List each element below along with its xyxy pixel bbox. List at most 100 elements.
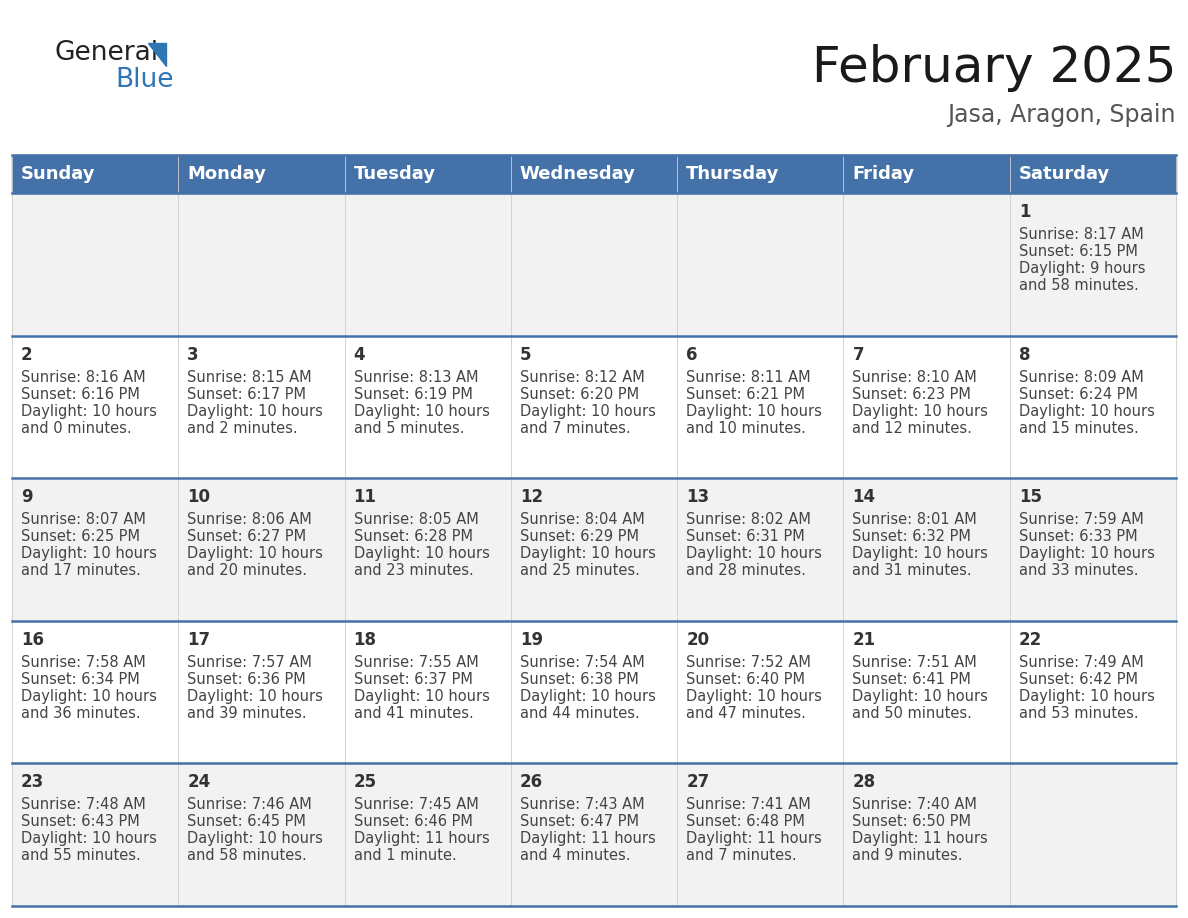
Text: Sunset: 6:29 PM: Sunset: 6:29 PM <box>520 529 639 544</box>
Text: Daylight: 10 hours: Daylight: 10 hours <box>1019 546 1155 561</box>
Text: Sunset: 6:40 PM: Sunset: 6:40 PM <box>687 672 805 687</box>
Text: Sunset: 6:32 PM: Sunset: 6:32 PM <box>853 529 972 544</box>
Text: and 39 minutes.: and 39 minutes. <box>188 706 307 721</box>
Text: Daylight: 11 hours: Daylight: 11 hours <box>354 832 489 846</box>
Bar <box>178 764 345 906</box>
Text: and 9 minutes.: and 9 minutes. <box>853 848 963 864</box>
Text: Sunset: 6:17 PM: Sunset: 6:17 PM <box>188 386 307 401</box>
Text: and 33 minutes.: and 33 minutes. <box>1019 564 1138 578</box>
Text: and 55 minutes.: and 55 minutes. <box>21 848 140 864</box>
Text: and 50 minutes.: and 50 minutes. <box>853 706 972 721</box>
Text: Blue: Blue <box>115 67 173 93</box>
Text: Daylight: 10 hours: Daylight: 10 hours <box>520 404 656 419</box>
Bar <box>677 764 843 906</box>
Text: Sunset: 6:48 PM: Sunset: 6:48 PM <box>687 814 805 829</box>
Text: 14: 14 <box>853 488 876 506</box>
Text: Sunset: 6:21 PM: Sunset: 6:21 PM <box>687 386 805 401</box>
Text: and 1 minute.: and 1 minute. <box>354 848 456 864</box>
Text: Sunrise: 7:46 AM: Sunrise: 7:46 AM <box>188 798 312 812</box>
Text: Sunrise: 8:11 AM: Sunrise: 8:11 AM <box>687 370 810 385</box>
Text: Daylight: 10 hours: Daylight: 10 hours <box>1019 688 1155 704</box>
Text: Sunrise: 8:12 AM: Sunrise: 8:12 AM <box>520 370 645 385</box>
Text: Sunset: 6:43 PM: Sunset: 6:43 PM <box>21 814 140 829</box>
Bar <box>843 478 1010 621</box>
Bar <box>178 193 345 336</box>
Text: 5: 5 <box>520 345 531 364</box>
Text: Sunset: 6:45 PM: Sunset: 6:45 PM <box>188 814 307 829</box>
Text: and 36 minutes.: and 36 minutes. <box>21 706 140 721</box>
Text: 24: 24 <box>188 773 210 791</box>
Text: and 5 minutes.: and 5 minutes. <box>354 420 465 436</box>
Text: Sunrise: 7:58 AM: Sunrise: 7:58 AM <box>21 655 146 670</box>
Text: Daylight: 10 hours: Daylight: 10 hours <box>188 404 323 419</box>
Bar <box>677 336 843 478</box>
Bar <box>1010 621 1176 764</box>
Text: Sunset: 6:23 PM: Sunset: 6:23 PM <box>853 386 972 401</box>
Text: and 12 minutes.: and 12 minutes. <box>853 420 972 436</box>
Text: and 58 minutes.: and 58 minutes. <box>1019 278 1138 293</box>
Text: Friday: Friday <box>853 165 915 183</box>
Text: 11: 11 <box>354 488 377 506</box>
Text: 2: 2 <box>21 345 32 364</box>
Text: 10: 10 <box>188 488 210 506</box>
Text: 26: 26 <box>520 773 543 791</box>
Text: Sunrise: 8:10 AM: Sunrise: 8:10 AM <box>853 370 978 385</box>
Bar <box>345 336 511 478</box>
Bar <box>12 621 178 764</box>
Text: and 23 minutes.: and 23 minutes. <box>354 564 473 578</box>
Text: Sunset: 6:47 PM: Sunset: 6:47 PM <box>520 814 639 829</box>
Text: Daylight: 10 hours: Daylight: 10 hours <box>21 688 157 704</box>
Text: 13: 13 <box>687 488 709 506</box>
Text: Sunset: 6:27 PM: Sunset: 6:27 PM <box>188 529 307 544</box>
Text: 6: 6 <box>687 345 697 364</box>
Text: Sunrise: 7:41 AM: Sunrise: 7:41 AM <box>687 798 811 812</box>
Text: Daylight: 11 hours: Daylight: 11 hours <box>853 832 988 846</box>
Text: Sunrise: 7:55 AM: Sunrise: 7:55 AM <box>354 655 479 670</box>
Text: Tuesday: Tuesday <box>354 165 436 183</box>
Text: Sunset: 6:37 PM: Sunset: 6:37 PM <box>354 672 473 687</box>
Text: Sunset: 6:38 PM: Sunset: 6:38 PM <box>520 672 639 687</box>
Text: and 7 minutes.: and 7 minutes. <box>520 420 631 436</box>
Bar <box>345 621 511 764</box>
Text: Daylight: 11 hours: Daylight: 11 hours <box>687 832 822 846</box>
Bar <box>511 155 677 193</box>
Text: Daylight: 10 hours: Daylight: 10 hours <box>354 688 489 704</box>
Bar <box>12 764 178 906</box>
Text: 15: 15 <box>1019 488 1042 506</box>
Text: Sunday: Sunday <box>21 165 95 183</box>
Bar <box>12 193 178 336</box>
Text: and 31 minutes.: and 31 minutes. <box>853 564 972 578</box>
Bar <box>345 155 511 193</box>
Text: and 53 minutes.: and 53 minutes. <box>1019 706 1138 721</box>
Text: Sunset: 6:50 PM: Sunset: 6:50 PM <box>853 814 972 829</box>
Text: and 17 minutes.: and 17 minutes. <box>21 564 141 578</box>
Text: 21: 21 <box>853 631 876 649</box>
Text: Daylight: 10 hours: Daylight: 10 hours <box>687 546 822 561</box>
Bar <box>178 336 345 478</box>
Text: Daylight: 10 hours: Daylight: 10 hours <box>853 688 988 704</box>
Text: Daylight: 10 hours: Daylight: 10 hours <box>188 832 323 846</box>
Text: and 7 minutes.: and 7 minutes. <box>687 848 797 864</box>
Text: 23: 23 <box>21 773 44 791</box>
Bar <box>1010 155 1176 193</box>
Text: Daylight: 10 hours: Daylight: 10 hours <box>354 546 489 561</box>
Text: and 44 minutes.: and 44 minutes. <box>520 706 639 721</box>
Bar <box>843 155 1010 193</box>
Text: Sunset: 6:20 PM: Sunset: 6:20 PM <box>520 386 639 401</box>
Bar <box>178 478 345 621</box>
Bar <box>511 336 677 478</box>
Bar <box>12 478 178 621</box>
Text: 7: 7 <box>853 345 864 364</box>
Text: 9: 9 <box>21 488 32 506</box>
Text: Sunset: 6:15 PM: Sunset: 6:15 PM <box>1019 244 1138 259</box>
Text: Sunrise: 8:09 AM: Sunrise: 8:09 AM <box>1019 370 1144 385</box>
Text: Saturday: Saturday <box>1019 165 1110 183</box>
Text: Sunset: 6:42 PM: Sunset: 6:42 PM <box>1019 672 1138 687</box>
Text: Thursday: Thursday <box>687 165 779 183</box>
Bar <box>511 193 677 336</box>
Text: 25: 25 <box>354 773 377 791</box>
Text: February 2025: February 2025 <box>811 44 1176 92</box>
Text: Sunset: 6:46 PM: Sunset: 6:46 PM <box>354 814 473 829</box>
Bar <box>1010 193 1176 336</box>
Bar <box>12 155 178 193</box>
